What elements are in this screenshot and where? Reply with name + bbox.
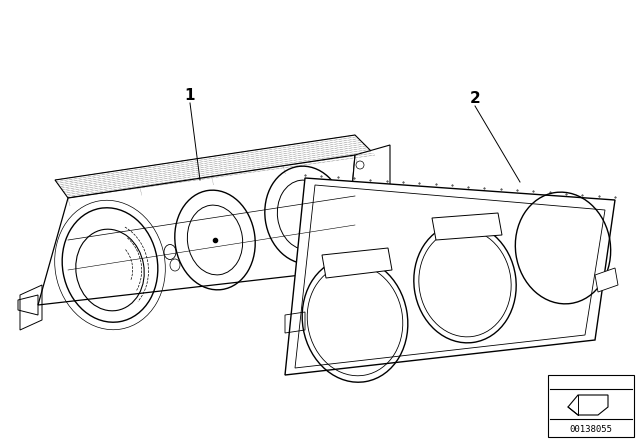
Text: 1: 1 <box>185 87 195 103</box>
Polygon shape <box>322 248 392 278</box>
Polygon shape <box>595 268 618 292</box>
Polygon shape <box>285 178 615 375</box>
Bar <box>548 375 634 437</box>
Text: 2: 2 <box>470 90 481 105</box>
Polygon shape <box>38 155 355 305</box>
Polygon shape <box>55 135 375 198</box>
Polygon shape <box>345 145 390 270</box>
Polygon shape <box>568 395 608 415</box>
Text: 00138055: 00138055 <box>570 425 612 434</box>
Polygon shape <box>432 213 502 240</box>
